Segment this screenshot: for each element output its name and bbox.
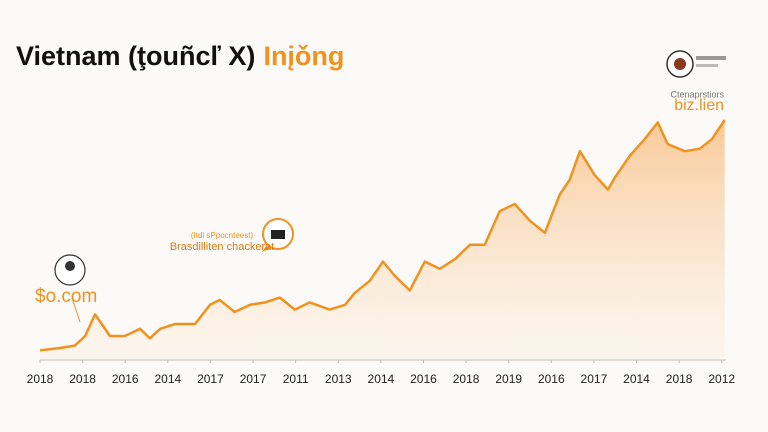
logo-icon bbox=[666, 50, 726, 78]
x-tick-label: 2017 bbox=[581, 372, 608, 386]
x-tick-label: 2012 bbox=[708, 372, 735, 386]
x-tick-label: 2016 bbox=[410, 372, 437, 386]
x-tick-label: 2018 bbox=[69, 372, 96, 386]
chart-title: Vietnam (ţouñcľ X) Inįǒng bbox=[16, 41, 344, 71]
x-tick-label: 2016 bbox=[112, 372, 139, 386]
x-tick-label: 2011 bbox=[283, 372, 309, 386]
right-annotation: biz.lien bbox=[674, 97, 724, 114]
x-tick-label: 2017 bbox=[197, 372, 224, 386]
line bbox=[39, 119, 726, 352]
x-tick-label: 2019 bbox=[495, 372, 522, 386]
left-icon bbox=[54, 254, 86, 323]
x-tick-label: 2018 bbox=[453, 372, 480, 386]
area-fill bbox=[40, 120, 725, 360]
title-main: Vietnam (ţouñcľ X) bbox=[16, 41, 255, 71]
middle-annotation-small: (Itdl sPpocnteest) bbox=[191, 231, 254, 240]
right-annotation-small: Ctenaprstiors bbox=[670, 89, 724, 99]
middle-annotation: Brasdilliten chackerat bbox=[170, 241, 275, 253]
title-highlight: Inįǒng bbox=[263, 41, 344, 71]
x-tick-label: 2018 bbox=[666, 372, 693, 386]
middle-icon bbox=[262, 218, 294, 252]
x-tick-label: 2018 bbox=[27, 372, 54, 386]
x-tick-label: 2014 bbox=[368, 372, 395, 386]
x-tick-label: 2017 bbox=[240, 372, 267, 386]
x-tick-label: 2013 bbox=[325, 372, 352, 386]
x-tick-label: 2014 bbox=[154, 372, 181, 386]
left-annotation: $o.com bbox=[35, 286, 97, 307]
x-tick-label: 2016 bbox=[538, 372, 565, 386]
x-tick-label: 2014 bbox=[623, 372, 650, 386]
